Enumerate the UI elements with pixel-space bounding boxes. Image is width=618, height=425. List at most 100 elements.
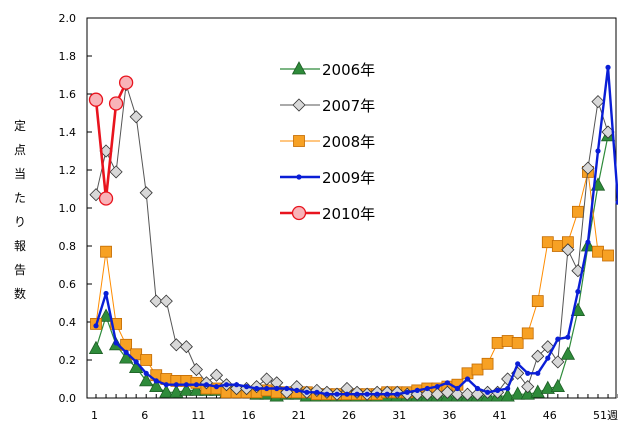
data-point	[93, 323, 98, 328]
data-point	[154, 378, 159, 383]
data-point	[194, 382, 199, 387]
data-point	[385, 392, 390, 397]
y-axis-label-char: 数	[14, 286, 26, 301]
data-point	[134, 359, 139, 364]
y-tick-label: 1.8	[59, 50, 77, 63]
data-point	[314, 390, 319, 395]
data-point	[90, 93, 103, 106]
data-point	[164, 382, 169, 387]
data-point	[120, 76, 133, 89]
data-point	[542, 237, 553, 248]
data-point	[425, 386, 430, 391]
x-tick-label: 46	[543, 409, 557, 422]
x-tick-label: 16	[242, 409, 256, 422]
data-point	[144, 371, 149, 376]
data-point	[535, 371, 540, 376]
y-tick-label: 1.2	[59, 164, 77, 177]
data-point	[555, 337, 560, 342]
x-tick-label: 41	[493, 409, 507, 422]
data-point	[475, 386, 480, 391]
y-tick-label: 1.4	[59, 126, 77, 139]
x-tick-label: 6	[141, 409, 148, 422]
x-tick-label: 11	[191, 409, 205, 422]
data-point	[101, 246, 112, 257]
data-point	[595, 148, 600, 153]
data-point	[174, 382, 179, 387]
legend-label: 2008年	[322, 133, 375, 151]
data-point	[522, 328, 533, 339]
data-point	[294, 388, 299, 393]
y-axis-label-char: 定	[14, 118, 26, 133]
x-tick-label: 51週	[593, 409, 618, 422]
y-tick-label: 0.4	[59, 316, 77, 329]
data-point	[505, 386, 510, 391]
data-point	[284, 386, 289, 391]
data-point	[495, 388, 500, 393]
legend-label: 2010年	[322, 205, 375, 223]
data-point	[324, 392, 329, 397]
data-point	[395, 392, 400, 397]
data-point	[512, 337, 523, 348]
data-point	[502, 336, 513, 347]
data-point	[472, 364, 483, 375]
data-point	[244, 384, 249, 389]
data-point	[364, 392, 369, 397]
data-point	[415, 388, 420, 393]
x-tick-label: 26	[342, 409, 356, 422]
data-point	[214, 384, 219, 389]
data-point	[482, 358, 493, 369]
data-point	[254, 386, 259, 391]
data-point	[585, 240, 590, 245]
data-point	[545, 356, 550, 361]
y-axis-label-char: た	[14, 191, 26, 205]
y-axis-label-char: 点	[14, 143, 26, 157]
legend-marker	[293, 207, 306, 220]
data-point	[124, 350, 129, 355]
data-point	[532, 296, 543, 307]
data-point	[110, 97, 123, 110]
y-tick-label: 0.2	[59, 354, 77, 367]
data-point	[334, 392, 339, 397]
legend: 2006年 2007年 2008年 2009年 2010年	[274, 50, 394, 232]
data-point	[113, 340, 118, 345]
data-point	[204, 382, 209, 387]
data-point	[184, 382, 189, 387]
x-tick-label: 31	[392, 409, 406, 422]
legend-label: 2009年	[322, 169, 375, 187]
data-point	[344, 392, 349, 397]
data-point	[445, 380, 450, 385]
data-point	[354, 392, 359, 397]
data-point	[405, 390, 410, 395]
x-tick-label: 1	[91, 409, 98, 422]
data-point	[465, 376, 470, 381]
data-point	[515, 361, 520, 366]
data-point	[485, 390, 490, 395]
data-point	[492, 337, 503, 348]
data-point	[565, 335, 570, 340]
data-point	[605, 65, 610, 70]
data-point	[435, 384, 440, 389]
data-point	[304, 390, 309, 395]
legend-label: 2006年	[322, 61, 375, 79]
y-tick-label: 2.0	[59, 12, 77, 25]
data-point	[264, 386, 269, 391]
y-axis-label-char: り	[14, 215, 26, 229]
y-tick-label: 0.0	[59, 392, 77, 405]
legend-marker	[296, 174, 301, 179]
data-point	[593, 246, 604, 257]
y-tick-label: 0.6	[59, 278, 77, 291]
y-axis-label-char: 当	[14, 167, 26, 181]
data-point	[455, 386, 460, 391]
data-point	[572, 206, 583, 217]
data-point	[103, 291, 108, 296]
y-axis-label-char: 告	[14, 263, 26, 277]
data-point	[375, 392, 380, 397]
y-tick-label: 0.8	[59, 240, 77, 253]
x-tick-label: 36	[442, 409, 456, 422]
data-point	[603, 250, 614, 261]
data-point	[525, 371, 530, 376]
y-axis-label-char: 報	[14, 239, 26, 253]
data-point	[274, 386, 279, 391]
y-tick-label: 1.0	[59, 202, 77, 215]
